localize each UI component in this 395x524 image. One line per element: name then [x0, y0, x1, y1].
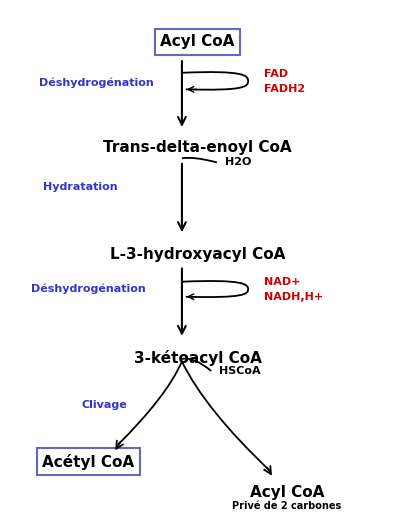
Text: NAD+: NAD+	[264, 277, 300, 287]
Text: Acyl CoA: Acyl CoA	[160, 34, 235, 49]
Text: Acyl CoA: Acyl CoA	[250, 485, 324, 500]
Text: Trans-delta-enoyl CoA: Trans-delta-enoyl CoA	[103, 140, 292, 156]
Text: FAD: FAD	[264, 69, 288, 79]
Text: Déshydrogénation: Déshydrogénation	[31, 283, 146, 294]
Text: Clivage: Clivage	[81, 400, 127, 410]
Text: L-3-hydroxyacyl CoA: L-3-hydroxyacyl CoA	[110, 247, 285, 261]
Text: Déshydrogénation: Déshydrogénation	[39, 78, 154, 89]
Text: 3-kétoacyl CoA: 3-kétoacyl CoA	[134, 350, 261, 366]
Text: NADH,H+: NADH,H+	[264, 292, 323, 302]
Text: H2O: H2O	[225, 157, 251, 168]
Text: FADH2: FADH2	[264, 84, 305, 94]
Text: HSCoA: HSCoA	[219, 366, 261, 376]
Text: Privé de 2 carbones: Privé de 2 carbones	[232, 500, 342, 511]
Text: Acétyl CoA: Acétyl CoA	[42, 454, 135, 470]
Text: Hydratation: Hydratation	[43, 182, 118, 192]
